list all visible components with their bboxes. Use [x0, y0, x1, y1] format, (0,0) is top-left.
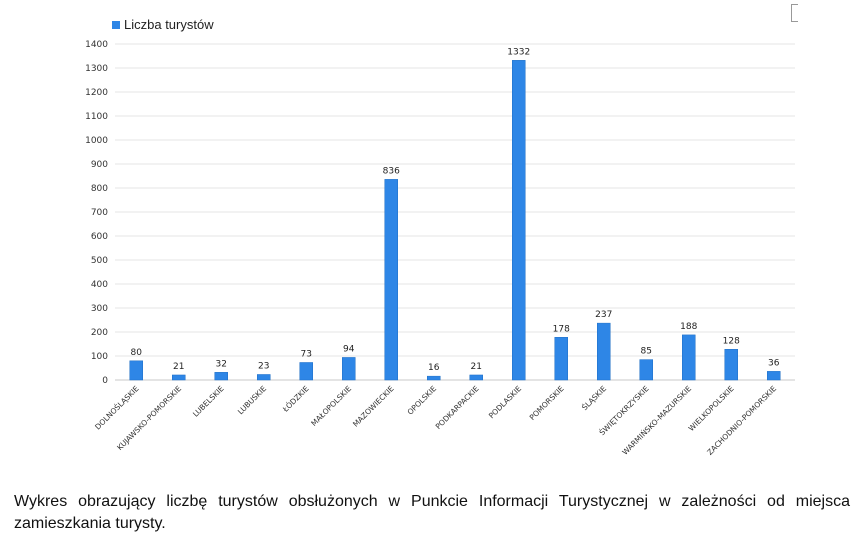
y-tick-label: 1300: [85, 64, 108, 74]
x-category-label: ŚLĄSKIE: [580, 384, 608, 412]
bar-data-label: 178: [553, 324, 570, 334]
x-category-label: WIELKOPOLSKIE: [687, 384, 736, 433]
bar-data-label: 21: [173, 362, 184, 372]
bar: [512, 60, 526, 381]
bar: [767, 371, 781, 381]
bar-chart: 0 100 200 300 400 500 600 700 800 900 1000 1100 1200…: [85, 40, 795, 457]
bar: [724, 349, 738, 381]
bar: [597, 322, 611, 381]
x-category-label: DOLNOŚLĄSKIE: [93, 384, 141, 432]
y-tick-label: 1400: [85, 40, 108, 50]
x-category-label: OPOLSKIE: [406, 384, 439, 417]
chart-legend: Liczba turystów: [112, 17, 214, 32]
bar-data-label: 237: [595, 310, 612, 320]
x-category-label: PODLASKIE: [487, 384, 523, 420]
y-tick-label: 200: [91, 328, 108, 338]
bar-data-label: 23: [258, 361, 269, 371]
bar-data-label: 32: [216, 359, 227, 369]
bar: [257, 374, 271, 381]
bar: [214, 372, 228, 381]
y-tick-label: 0: [102, 376, 108, 386]
window-edge-mark: [791, 4, 798, 22]
y-tick-label: 500: [91, 256, 108, 266]
bar: [384, 179, 398, 381]
x-category-label: MAŁOPOLSKIE: [309, 384, 353, 428]
bar-data-label: 36: [768, 358, 780, 368]
x-category-label: MAZOWIECKIE: [351, 384, 396, 429]
y-tick-label: 1100: [85, 112, 108, 122]
bar: [342, 357, 356, 381]
y-tick-label: 700: [91, 208, 108, 218]
bar: [682, 334, 696, 381]
bar: [129, 360, 143, 381]
bar: [427, 375, 441, 381]
y-tick-label: 800: [91, 184, 108, 194]
y-tick-label: 1000: [85, 136, 108, 146]
y-tick-label: 600: [91, 232, 108, 242]
chart-caption: Wykres obrazujący liczbę turystów obsłuż…: [14, 493, 850, 532]
bar-data-label: 188: [680, 322, 697, 332]
x-category-label: POMORSKIE: [528, 384, 566, 422]
x-category-label: WARMIŃSKO-MAZURSKIE: [620, 384, 693, 457]
y-tick-label: 1200: [85, 88, 108, 98]
x-category-label: ŁÓDZKIE: [280, 384, 311, 415]
legend-swatch: [112, 20, 120, 29]
y-tick-label: 300: [91, 304, 108, 314]
bar-data-label: 128: [723, 336, 740, 346]
legend-label: Liczba turystów: [124, 17, 214, 32]
bar: [299, 362, 313, 381]
bar-data-label: 94: [343, 344, 355, 354]
bar-data-label: 21: [471, 362, 482, 372]
bar-data-label: 16: [428, 363, 440, 373]
y-tick-label: 900: [91, 160, 108, 170]
x-category-label: ZACHODNIO-POMORSKIE: [705, 384, 778, 457]
x-category-label: PODKARPACKIE: [434, 384, 481, 431]
bar: [469, 374, 483, 381]
bar-data-label: 1332: [507, 47, 530, 57]
bar-data-label: 836: [383, 166, 400, 176]
chart-svg: 0 100 200 300 400 500 600 700 800 900 1000 1100 1200…: [85, 40, 795, 457]
bar: [172, 374, 186, 381]
x-category-label: LUBUSKIE: [236, 384, 268, 416]
y-tick-label: 400: [91, 280, 108, 290]
bar-data-label: 73: [301, 349, 312, 359]
bar: [554, 337, 568, 381]
y-tick-label: 100: [91, 352, 108, 362]
bar: [639, 359, 653, 381]
bar-data-label: 80: [131, 348, 143, 358]
bar-data-label: 85: [641, 347, 652, 357]
x-category-label: LUBELSKIE: [191, 384, 226, 419]
